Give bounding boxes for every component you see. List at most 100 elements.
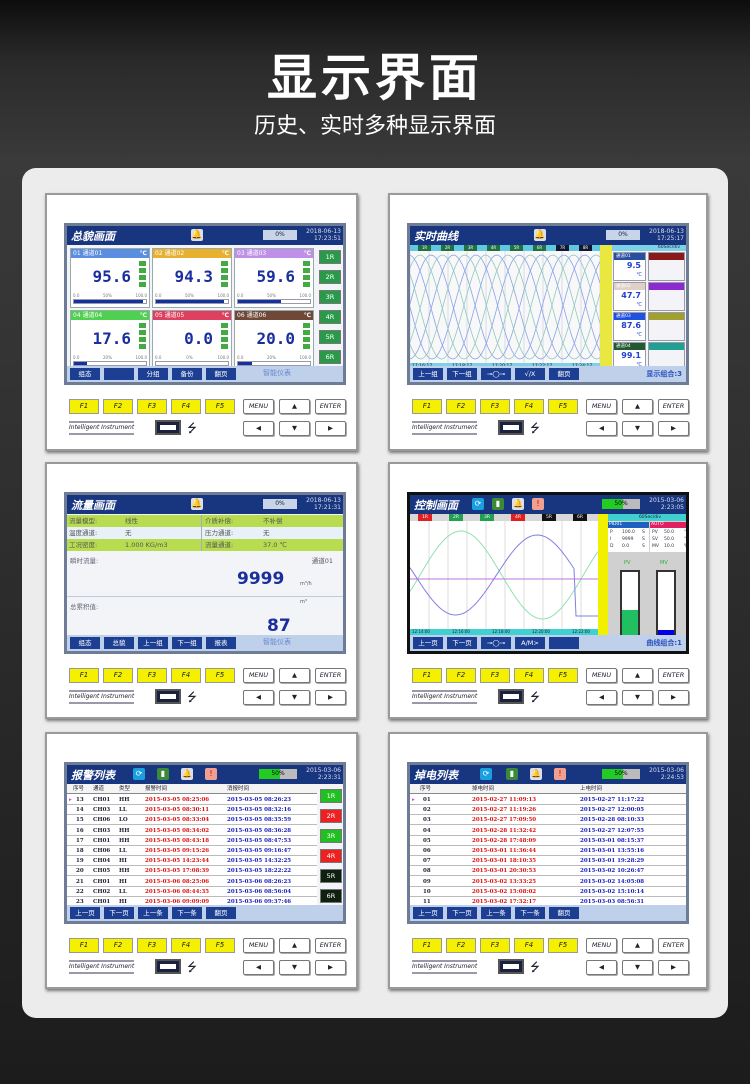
table-row[interactable]: 20 CH05 HH 2015-03-05 17:08:39 2015-03-05 18… [67,866,317,877]
usb-port[interactable] [155,420,181,435]
footer-button-3[interactable]: 上一组 [138,637,168,649]
footer-button-1[interactable]: 上一组 [413,368,443,380]
table-header[interactable]: 序号 通道 类型 报警时间 消报时间 [67,784,317,794]
up-key[interactable]: ▲ [279,399,310,414]
enter-key[interactable]: ENTER [658,668,689,683]
key-f1[interactable]: F1 [412,399,442,414]
table-row[interactable]: 05 2015-02-28 17:48:09 2015-03-01 08:15:37 [410,836,686,846]
key-f4[interactable]: F4 [514,668,544,683]
column-header[interactable]: 掉电时间 [472,786,495,792]
left-key[interactable]: ◀ [243,960,274,975]
relay-2R[interactable]: 2R [319,270,341,284]
table-row[interactable]: 19 CH04 HI 2015-03-05 14:23:44 2015-03-05 14… [67,856,317,867]
footer-button-5[interactable]: 翻页 [549,907,579,919]
key-f1[interactable]: F1 [69,938,99,953]
footer-button-4[interactable]: 备份 [172,368,202,380]
key-f3[interactable]: F3 [137,668,167,683]
down-key[interactable]: ▼ [279,421,310,436]
column-header[interactable]: 通道 [93,786,105,792]
table-row[interactable]: 03 2015-02-27 17:09:50 2015-02-28 08:10:33 [410,815,686,826]
left-key[interactable]: ◀ [586,960,617,975]
key-f2[interactable]: F2 [103,668,133,683]
key-f5[interactable]: F5 [548,668,578,683]
footer-button-5[interactable]: 报表 [206,637,236,649]
footer-button-2[interactable]: 总貌 [104,637,134,649]
relay-1R[interactable]: 1R [320,789,342,803]
footer-button-5[interactable]: 翻页 [549,368,579,380]
left-key[interactable]: ◀ [586,690,617,705]
footer-button-3[interactable]: ⊸◯⊸ [481,637,511,649]
relay-2R[interactable]: 2R [320,809,342,823]
key-f2[interactable]: F2 [446,668,476,683]
footer-button-5[interactable]: 翻页 [206,907,236,919]
key-f2[interactable]: F2 [103,938,133,953]
key-f3[interactable]: F3 [137,399,167,414]
footer-button-1[interactable]: 上一页 [70,907,100,919]
relay-3R[interactable]: 3R [319,290,341,304]
relay-3R[interactable]: 3R [320,829,342,843]
column-header[interactable]: 上电时间 [580,786,603,792]
menu-key[interactable]: MENU [243,938,274,953]
key-f1[interactable]: F1 [412,668,442,683]
warning-icon[interactable]: ! [532,498,544,510]
down-key[interactable]: ▼ [279,690,310,705]
key-f3[interactable]: F3 [137,938,167,953]
bell-icon[interactable]: 🔔 [191,498,203,510]
footer-button-4[interactable]: 下一组 [172,637,202,649]
menu-key[interactable]: MENU [586,938,617,953]
bell-icon[interactable]: 🔔 [191,229,203,241]
relay-1R[interactable]: 1R [319,250,341,264]
relay-6R[interactable]: 6R [319,350,341,364]
usb-port[interactable] [498,959,524,974]
key-f4[interactable]: F4 [171,399,201,414]
usb-drive-icon[interactable]: ▮ [157,768,169,780]
key-f5[interactable]: F5 [548,399,578,414]
down-key[interactable]: ▼ [622,421,653,436]
refresh-icon[interactable]: ⟳ [133,768,145,780]
key-f2[interactable]: F2 [446,938,476,953]
footer-button-4[interactable]: 下一条 [172,907,202,919]
up-key[interactable]: ▲ [622,938,653,953]
right-key[interactable]: ▶ [315,421,346,436]
table-row[interactable]: 08 2015-03-01 20:30:53 2015-03-02 10:26:47 [410,866,686,877]
key-f2[interactable]: F2 [103,399,133,414]
usb-port[interactable] [155,959,181,974]
key-f4[interactable]: F4 [514,938,544,953]
key-f5[interactable]: F5 [205,938,235,953]
key-f3[interactable]: F3 [480,399,510,414]
key-f4[interactable]: F4 [171,938,201,953]
footer-button-4[interactable]: A/M> [515,637,545,649]
table-row[interactable]: 14 CH03 LL 2015-03-05 08:30:11 2015-03-05 08… [67,805,317,816]
column-header[interactable]: 序号 [73,786,85,792]
table-row[interactable]: 15 CH06 LO 2015-03-05 08:33:04 2015-03-05 08… [67,815,317,826]
table-row[interactable]: 16 CH03 HH 2015-03-05 08:34:02 2015-03-05 08… [67,826,317,836]
right-key[interactable]: ▶ [658,690,689,705]
key-f4[interactable]: F4 [171,668,201,683]
table-row[interactable]: 02 2015-02-27 11:19:26 2015-02-27 12:00:05 [410,805,686,816]
bell-icon[interactable]: 🔔 [181,768,193,780]
warning-icon[interactable]: ! [205,768,217,780]
usb-port[interactable] [155,689,181,704]
column-header[interactable]: 消报时间 [227,786,250,792]
relay-5R[interactable]: 5R [319,330,341,344]
right-key[interactable]: ▶ [658,421,689,436]
table-row[interactable]: ▸ 01 2015-02-27 11:09:13 2015-02-27 11:17:2… [410,795,686,805]
key-f3[interactable]: F3 [480,668,510,683]
usb-drive-icon[interactable]: ▮ [492,498,504,510]
table-row[interactable]: 10 2015-03-02 15:08:02 2015-03-02 15:10:14 [410,887,686,897]
warning-icon[interactable]: ! [554,768,566,780]
menu-key[interactable]: MENU [586,399,617,414]
table-row[interactable]: 17 CH01 HH 2015-03-05 08:43:18 2015-03-05 08… [67,836,317,846]
refresh-icon[interactable]: ⟳ [472,498,484,510]
left-key[interactable]: ◀ [243,690,274,705]
footer-button-1[interactable]: 上一页 [413,907,443,919]
key-f2[interactable]: F2 [446,399,476,414]
footer-button-2[interactable]: 下一页 [447,907,477,919]
bell-icon[interactable]: 🔔 [512,498,524,510]
down-key[interactable]: ▼ [622,960,653,975]
left-key[interactable]: ◀ [586,421,617,436]
table-row[interactable]: 09 2015-03-02 13:33:25 2015-03-02 14:05:08 [410,877,686,887]
right-key[interactable]: ▶ [315,960,346,975]
footer-button-5[interactable] [549,637,579,649]
key-f1[interactable]: F1 [69,399,99,414]
